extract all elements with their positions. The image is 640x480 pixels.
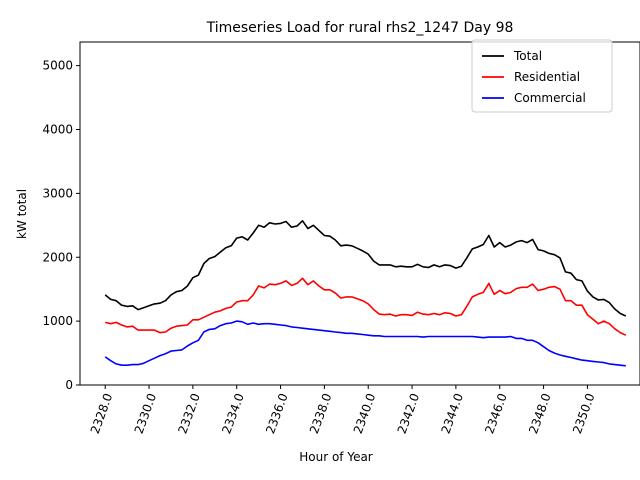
- y-tick-label: 0: [65, 378, 73, 392]
- y-axis-ticks: 0 1000 2000 3000 4000 5000: [42, 59, 80, 392]
- x-axis-label: Hour of Year: [299, 450, 373, 464]
- series-line-total: [104, 220, 627, 317]
- plot-frame: [79, 41, 640, 386]
- chart-title: Timeseries Load for rural rhs2_1247 Day …: [206, 20, 514, 36]
- x-tick-label: 2348.0: [526, 391, 554, 435]
- x-tick-label: 2350.0: [570, 391, 598, 435]
- legend-label-residential: Residential: [514, 70, 580, 84]
- series-lines: [104, 220, 627, 367]
- legend-box: [471, 39, 613, 113]
- x-tick-label: 2334.0: [219, 391, 247, 435]
- y-tick-label: 2000: [42, 250, 73, 264]
- x-tick-label: 2336.0: [263, 391, 291, 435]
- legend: Total Residential Commercial: [471, 39, 613, 113]
- y-tick-label: 1000: [42, 314, 73, 328]
- x-tick-label: 2330.0: [132, 391, 160, 435]
- y-axis-label: kW total: [15, 189, 29, 239]
- y-tick-label: 5000: [42, 59, 73, 73]
- legend-label-commercial: Commercial: [514, 91, 586, 105]
- x-tick-label: 2340.0: [351, 391, 379, 435]
- x-tick-label: 2344.0: [438, 391, 466, 435]
- legend-label-total: Total: [513, 49, 542, 63]
- series-line-residential: [105, 277, 627, 336]
- x-tick-label: 2332.0: [175, 391, 203, 435]
- y-tick-label: 3000: [42, 186, 73, 200]
- x-axis-ticks: 2328.0 2330.0 2332.0 2334.0 2336.0 2338.0 2340…: [88, 385, 598, 436]
- series-line-commercial: [104, 320, 626, 367]
- x-tick-label: 2338.0: [307, 391, 335, 435]
- y-tick-label: 4000: [42, 123, 73, 137]
- x-tick-label: 2346.0: [482, 391, 510, 435]
- x-tick-label: 2328.0: [88, 391, 116, 435]
- x-tick-label: 2342.0: [395, 391, 423, 435]
